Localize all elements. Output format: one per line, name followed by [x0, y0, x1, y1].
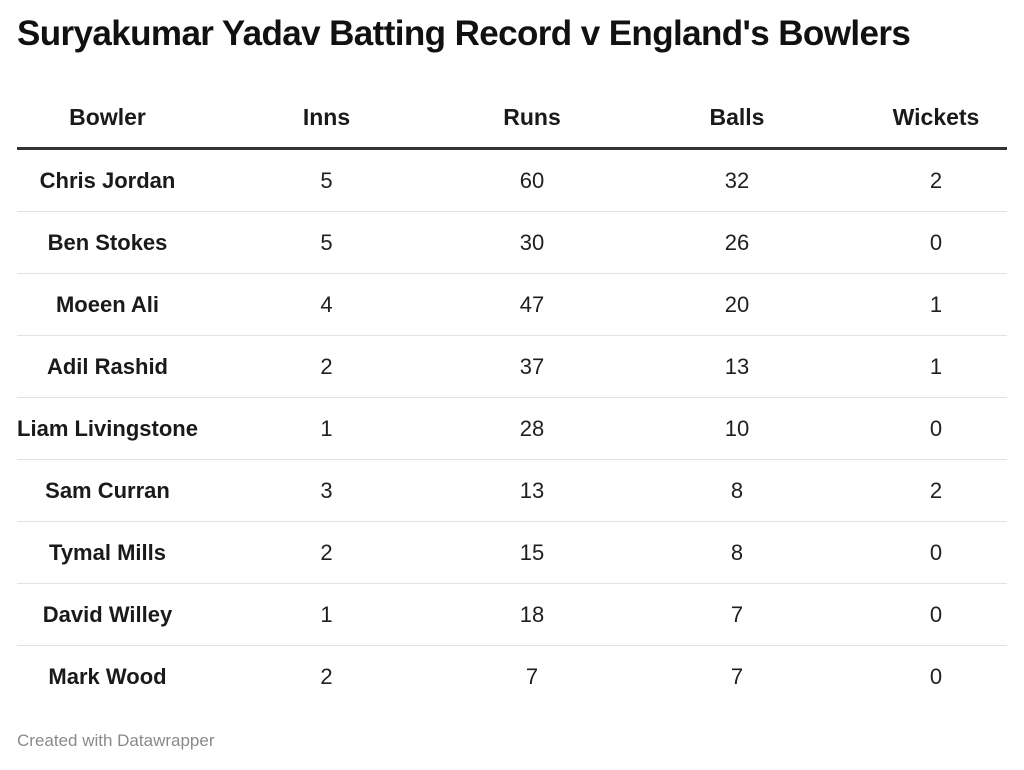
table-row: Sam Curran 3 13 8 2	[17, 460, 1007, 522]
wickets-cell: 1	[929, 353, 943, 379]
balls-cell: 26	[724, 229, 750, 255]
column-header-bowler: Bowler	[69, 104, 146, 130]
wickets-cell: 0	[929, 229, 943, 255]
bowler-cell: Liam Livingstone	[17, 415, 198, 441]
table-header: Bowler Inns Runs Balls Wickets	[17, 88, 1007, 150]
runs-cell: 28	[519, 415, 545, 441]
inns-cell: 3	[320, 477, 333, 503]
wickets-cell: 2	[929, 477, 943, 503]
inns-cell: 2	[320, 539, 333, 565]
runs-cell: 13	[519, 477, 545, 503]
balls-cell: 10	[724, 415, 750, 441]
balls-cell: 20	[724, 291, 750, 317]
balls-cell: 13	[724, 353, 750, 379]
balls-cell: 8	[730, 477, 744, 503]
batting-record-table: Bowler Inns Runs Balls Wickets Chris Jor…	[17, 88, 1007, 707]
page-title: Suryakumar Yadav Batting Record v Englan…	[17, 14, 911, 53]
bowler-cell: Tymal Mills	[49, 539, 166, 565]
table-row: Liam Livingstone 1 28 10 0	[17, 398, 1007, 460]
table-row: Mark Wood 2 7 7 0	[17, 646, 1007, 707]
bowler-cell: Sam Curran	[45, 477, 170, 503]
wickets-cell: 2	[929, 167, 943, 193]
table-row: Tymal Mills 2 15 8 0	[17, 522, 1007, 584]
runs-cell: 15	[519, 539, 545, 565]
bowler-cell: Chris Jordan	[39, 167, 176, 193]
runs-cell: 18	[519, 601, 545, 627]
column-header-balls: Balls	[709, 104, 765, 130]
column-header-runs: Runs	[503, 104, 561, 130]
balls-cell: 8	[730, 539, 744, 565]
wickets-cell: 0	[929, 601, 943, 627]
bowler-cell: Adil Rashid	[46, 353, 168, 379]
inns-cell: 2	[320, 353, 333, 379]
balls-cell: 32	[724, 167, 750, 193]
runs-cell: 60	[519, 167, 545, 193]
inns-cell: 5	[320, 229, 333, 255]
wickets-cell: 0	[929, 663, 943, 689]
column-header-wickets: Wickets	[892, 104, 980, 130]
table-row: Moeen Ali 4 47 20 1	[17, 274, 1007, 336]
runs-cell: 47	[519, 291, 545, 317]
credit-footer: Created with Datawrapper	[17, 731, 215, 750]
inns-cell: 1	[320, 601, 333, 627]
runs-cell: 37	[519, 353, 545, 379]
wickets-cell: 0	[929, 539, 943, 565]
inns-cell: 5	[320, 167, 333, 193]
inns-cell: 1	[320, 415, 333, 441]
wickets-cell: 0	[929, 415, 943, 441]
runs-cell: 7	[525, 663, 539, 689]
table-row: Ben Stokes 5 30 26 0	[17, 212, 1007, 274]
bowler-cell: Mark Wood	[48, 663, 167, 689]
runs-cell: 30	[519, 229, 545, 255]
table-row: David Willey 1 18 7 0	[17, 584, 1007, 646]
column-header-inns: Inns	[302, 104, 351, 130]
bowler-cell: Ben Stokes	[47, 229, 168, 255]
inns-cell: 4	[320, 291, 333, 317]
balls-cell: 7	[730, 663, 744, 689]
table-row: Chris Jordan 5 60 32 2	[17, 150, 1007, 212]
table-row: Adil Rashid 2 37 13 1	[17, 336, 1007, 398]
wickets-cell: 1	[929, 291, 943, 317]
balls-cell: 7	[730, 601, 744, 627]
bowler-cell: Moeen Ali	[55, 291, 160, 317]
bowler-cell: David Willey	[42, 601, 173, 627]
inns-cell: 2	[320, 663, 333, 689]
